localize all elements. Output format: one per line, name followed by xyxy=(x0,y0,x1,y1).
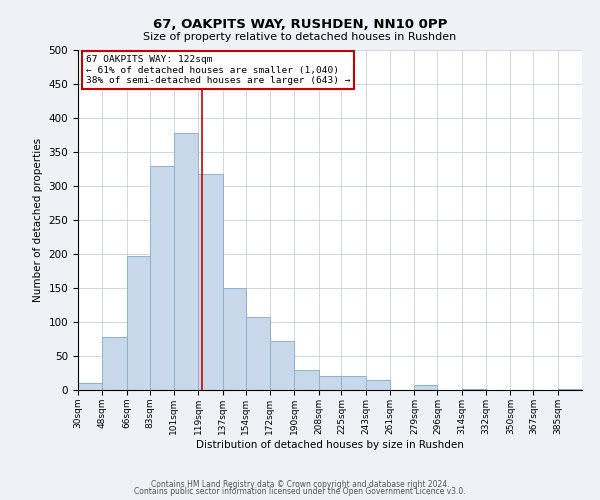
Text: 67, OAKPITS WAY, RUSHDEN, NN10 0PP: 67, OAKPITS WAY, RUSHDEN, NN10 0PP xyxy=(153,18,447,30)
Text: Contains public sector information licensed under the Open Government Licence v3: Contains public sector information licen… xyxy=(134,487,466,496)
Bar xyxy=(103,337,127,390)
Bar xyxy=(245,316,270,390)
Bar xyxy=(127,256,149,390)
Bar xyxy=(174,133,198,390)
Bar xyxy=(462,388,486,390)
Text: Contains HM Land Registry data © Crown copyright and database right 2024.: Contains HM Land Registry data © Crown c… xyxy=(151,480,449,489)
Bar xyxy=(198,174,223,390)
Bar xyxy=(557,388,582,390)
Bar xyxy=(341,376,366,390)
Bar xyxy=(149,166,174,390)
Text: 67 OAKPITS WAY: 122sqm
← 61% of detached houses are smaller (1,040)
38% of semi-: 67 OAKPITS WAY: 122sqm ← 61% of detached… xyxy=(86,55,350,85)
Bar xyxy=(319,376,341,390)
Bar xyxy=(270,341,294,390)
Bar xyxy=(294,370,319,390)
Bar xyxy=(223,288,245,390)
X-axis label: Distribution of detached houses by size in Rushden: Distribution of detached houses by size … xyxy=(196,440,464,450)
Text: Size of property relative to detached houses in Rushden: Size of property relative to detached ho… xyxy=(143,32,457,42)
Bar xyxy=(415,384,437,390)
Bar xyxy=(366,380,390,390)
Y-axis label: Number of detached properties: Number of detached properties xyxy=(33,138,43,302)
Bar xyxy=(78,383,103,390)
